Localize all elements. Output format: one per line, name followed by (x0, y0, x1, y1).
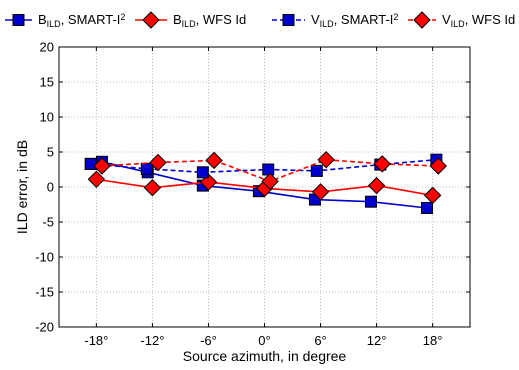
legend-entry-1: BILD, WFS Id (135, 11, 246, 29)
data-point (423, 186, 442, 205)
legend-label: VILD, SMART-I2 (311, 12, 398, 29)
data-point (367, 176, 386, 195)
data-point (364, 195, 377, 208)
legend-entry-0: BILD, SMART-I2 (5, 12, 125, 29)
series-1 (87, 170, 442, 205)
x-axis-label: Source azimuth, in degree (183, 348, 347, 364)
y-tick-label: -20 (35, 320, 54, 335)
y-tick-label: -5 (42, 215, 54, 230)
legend-label-main: V (311, 12, 320, 27)
legend-label-rest: , WFS Id (465, 12, 516, 27)
legend-label: VILD, WFS Id (442, 12, 515, 29)
legend-label-sub: ILD (182, 19, 197, 29)
legend-label-rest: , SMART-I (334, 12, 394, 27)
data-point (84, 157, 97, 170)
y-tick-label: 0 (47, 180, 54, 195)
y-tick-label: 20 (40, 40, 54, 55)
x-tick-label: 18° (423, 333, 443, 348)
legend-marker (142, 11, 160, 29)
data-point (261, 172, 279, 191)
series-3 (93, 150, 447, 191)
ticks: -18° -12° -6° 0° 6° 12° 18° -20 -15 -10 -5 0 5 10 15 20 (35, 40, 470, 348)
legend-label-sub: ILD (47, 19, 62, 29)
legend-marker (282, 14, 295, 26)
x-tick-label: -6° (200, 333, 217, 348)
legend-label: BILD, WFS Id (173, 12, 246, 29)
x-tick-label: -12° (140, 333, 164, 348)
legend-label-rest: , WFS Id (196, 12, 247, 27)
y-tick-label: 15 (40, 75, 54, 90)
data-point (262, 163, 275, 176)
legend-label-main: V (442, 12, 451, 27)
legend-entry-3: VILD, WFS Id (408, 11, 515, 29)
data-point (429, 157, 447, 175)
data-point (373, 155, 391, 173)
legend-label-main: B (173, 12, 182, 27)
legend-marker (12, 14, 25, 26)
data-point (149, 153, 167, 172)
data-point (143, 178, 162, 197)
data-point (205, 151, 223, 170)
data-point (311, 183, 330, 201)
data-point (196, 166, 209, 179)
x-tick-label: 0° (258, 333, 270, 348)
y-tick-label: -10 (35, 250, 54, 265)
x-tick-label: -18° (84, 333, 108, 348)
data-point (317, 150, 335, 169)
data-point (87, 170, 106, 189)
y-tick-label: -15 (35, 285, 54, 300)
legend-label: BILD, SMART-I2 (38, 12, 125, 29)
legend-label-sub: ILD (451, 19, 466, 29)
legend-marker (413, 11, 431, 29)
legend-label-sup: 2 (120, 12, 125, 22)
x-tick-label: 6° (314, 333, 326, 348)
data-point (421, 202, 434, 214)
data-point (93, 157, 111, 175)
legend-label-rest: , SMART-I (61, 12, 121, 27)
legend-label-sub: ILD (320, 19, 335, 29)
data-point (140, 162, 153, 175)
legend-label-sup: 2 (393, 12, 398, 22)
data-point (310, 164, 323, 177)
x-tick-label: 12° (367, 333, 387, 348)
series-group (84, 150, 447, 214)
legend-label-main: B (38, 12, 47, 27)
y-tick-label: 10 (40, 110, 54, 125)
legend-entry-2: VILD, SMART-I2 (272, 12, 398, 29)
y-tick-label: 5 (47, 145, 54, 160)
series-line (90, 160, 428, 209)
y-axis-label: ILD error, in dB (14, 140, 30, 234)
legend: BILD, SMART-I2 BILD, WFS Id VILD, SMART-I2… (5, 11, 515, 29)
